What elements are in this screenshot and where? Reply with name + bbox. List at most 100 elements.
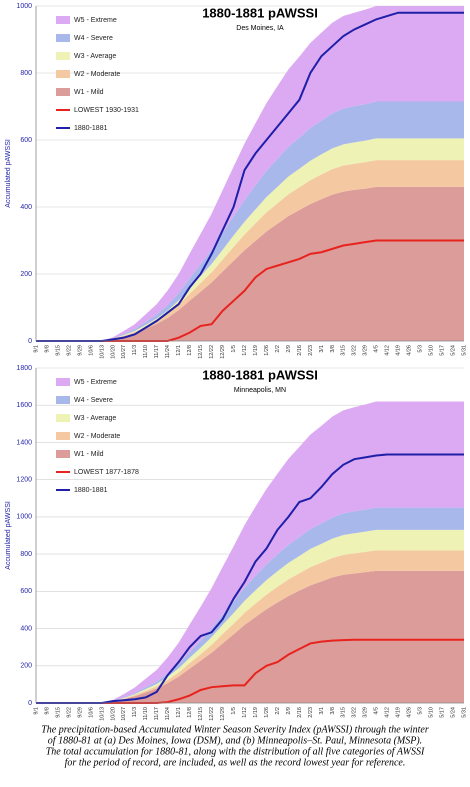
x-tick-label: 1/5 [231,345,237,353]
x-tick-label: 12/8 [187,707,193,718]
x-tick-label: 5/24 [450,345,456,356]
chart-subtitle: Minneapolis, MN [234,387,286,394]
x-tick-label: 3/29 [363,345,369,356]
caption-line: The precipitation-based Accumulated Wint… [41,724,429,735]
x-tick-label: 3/29 [363,707,369,718]
x-tick-label: 2/2 [275,345,281,353]
x-tick-label: 11/10 [143,707,149,720]
x-tick-label: 1/12 [242,345,248,356]
x-tick-label: 11/3 [132,345,138,355]
caption-line: for the period of record, are included, … [65,757,406,768]
legend-label: W5 - Extreme [74,17,117,24]
x-tick-label: 3/1 [319,345,325,353]
x-tick-label: 5/31 [461,707,467,718]
area [36,570,464,703]
x-tick-label: 3/22 [352,345,358,356]
legend-label: W1 - Mild [74,451,104,458]
x-tick-label: 5/3 [418,345,424,353]
legend-swatch [56,378,70,386]
x-tick-label: 9/8 [44,707,50,715]
x-tick-label: 9/29 [77,345,83,356]
area [36,507,464,703]
x-tick-label: 9/8 [44,345,50,353]
y-tick-label: 400 [20,625,32,632]
y-tick-label: 1000 [16,514,32,521]
x-tick-label: 2/23 [308,345,314,356]
area [36,186,464,341]
y-tick-label: 1800 [16,365,32,372]
y-tick-label: 600 [20,588,32,595]
x-tick-label: 1/19 [253,707,259,718]
legend-label: W1 - Mild [74,89,104,96]
x-tick-label: 10/27 [121,345,127,359]
x-tick-label: 5/10 [429,707,435,718]
y-tick-label: 1400 [16,439,32,446]
x-tick-label: 1/19 [253,345,259,356]
x-tick-label: 12/15 [198,345,204,359]
line [36,11,464,342]
legend-label: W4 - Severe [74,35,113,42]
x-tick-label: 12/1 [176,345,182,356]
y-tick-label: 1600 [16,402,32,409]
chart-title: 1880-1881 pAWSSI [202,367,318,382]
x-tick-label: 10/6 [88,707,94,718]
x-tick-label: 5/31 [461,345,467,356]
x-tick-label: 10/6 [88,345,94,356]
x-tick-label: 10/13 [99,707,105,721]
x-tick-label: 10/13 [99,345,105,359]
x-tick-label: 9/1 [33,707,39,715]
y-tick-label: 800 [20,551,32,558]
y-tick-label: 1000 [16,3,32,10]
x-tick-label: 4/19 [396,707,402,718]
area [36,101,464,341]
x-tick-label: 12/22 [209,707,215,721]
x-tick-label: 3/8 [330,707,336,715]
x-tick-label: 5/17 [440,707,446,718]
x-tick-label: 3/15 [341,345,347,356]
legend-label: LOWEST 1930-1931 [74,107,139,114]
legend-label: LOWEST 1877-1878 [74,469,139,476]
area [36,550,464,703]
x-tick-label: 4/12 [385,707,391,718]
x-tick-label: 12/8 [187,345,193,356]
x-tick-label: 9/15 [55,707,61,718]
x-tick-label: 4/26 [407,707,413,718]
chart-title: 1880-1881 pAWSSI [202,5,318,20]
x-tick-label: 12/29 [220,707,226,721]
legend-swatch [56,52,70,60]
legend-label: W5 - Extreme [74,379,117,386]
area [36,401,464,703]
y-tick-label: 800 [20,70,32,77]
x-tick-label: 1/12 [242,707,248,718]
y-tick-label: 200 [20,663,32,670]
x-tick-label: 11/17 [154,707,160,720]
x-tick-label: 1/26 [264,345,270,356]
line [36,453,464,704]
y-axis-label: Accumulated pAWSSI [5,139,12,208]
legend-swatch [56,432,70,440]
x-tick-label: 5/24 [450,707,456,718]
legend-swatch [56,16,70,24]
area [36,6,464,341]
x-tick-label: 11/10 [143,345,149,358]
y-tick-label: 200 [20,271,32,278]
x-tick-label: 11/24 [165,707,171,720]
x-tick-label: 2/16 [297,707,303,718]
x-tick-label: 1/26 [264,707,270,718]
x-tick-label: 5/17 [440,345,446,356]
x-tick-label: 4/5 [374,345,380,353]
legend-label: W4 - Severe [74,397,113,404]
x-tick-label: 2/2 [275,707,281,715]
area [36,160,464,341]
x-tick-label: 4/19 [396,345,402,356]
x-tick-label: 1/5 [231,707,237,715]
x-tick-label: 9/22 [66,345,72,356]
x-tick-label: 10/20 [110,345,116,359]
legend-swatch [56,34,70,42]
x-tick-label: 12/1 [176,707,182,718]
legend-swatch [56,450,70,458]
x-tick-label: 5/3 [418,707,424,715]
x-tick-label: 9/22 [66,707,72,718]
legend-label: W2 - Moderate [74,433,120,440]
